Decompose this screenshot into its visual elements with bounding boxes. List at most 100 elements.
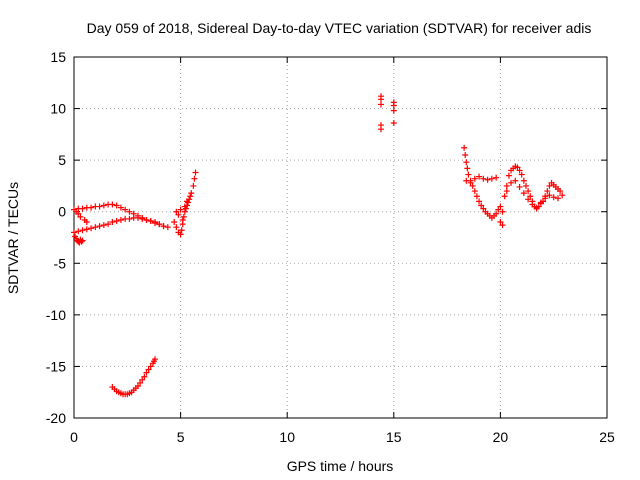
- data-point: [497, 219, 504, 226]
- data-point: [134, 214, 141, 221]
- data-point: [542, 195, 549, 202]
- data-point: [522, 182, 529, 189]
- data-point: [473, 193, 480, 200]
- x-tick-label: 25: [599, 429, 615, 445]
- data-point: [79, 237, 86, 244]
- data-point: [378, 101, 385, 108]
- chart-title: Day 059 of 2018, Sidereal Day-to-day VTE…: [87, 20, 592, 36]
- data-point: [122, 206, 129, 213]
- data-point: [544, 188, 551, 195]
- data-point: [529, 201, 536, 208]
- data-point: [139, 376, 146, 383]
- data-point: [525, 196, 532, 203]
- data-point: [109, 219, 116, 226]
- series-7: [463, 173, 506, 229]
- x-axis-label: GPS time / hours: [287, 458, 394, 474]
- data-point: [390, 120, 397, 127]
- data-point: [493, 174, 500, 181]
- y-tick-label: 15: [50, 49, 66, 65]
- data-point: [488, 175, 495, 182]
- series-1: [71, 214, 171, 236]
- data-point: [516, 167, 523, 174]
- y-axis-label: SDTVAR / TECUs: [5, 182, 21, 294]
- series-6: [461, 144, 502, 221]
- data-point: [173, 224, 180, 231]
- data-point: [147, 217, 154, 224]
- y-tick-label: 0: [58, 204, 66, 220]
- y-tick-label: -5: [54, 255, 67, 271]
- data-point: [378, 96, 385, 103]
- data-point: [546, 182, 553, 189]
- data-point: [71, 229, 77, 236]
- data-point: [516, 183, 523, 190]
- data-point: [463, 177, 470, 184]
- data-point: [187, 193, 194, 200]
- data-point: [390, 102, 397, 109]
- data-point: [139, 215, 146, 222]
- series-0: [71, 201, 167, 230]
- axis-ticks: 0 5 10 15 20 25 -20 -15 -10 -5 0 5 10 15: [46, 49, 615, 445]
- data-point: [533, 204, 540, 211]
- data-point: [75, 228, 82, 235]
- data-point: [179, 216, 186, 223]
- data-point: [88, 204, 95, 211]
- data-point: [156, 221, 163, 228]
- data-point: [469, 182, 476, 189]
- data-point: [152, 356, 159, 363]
- data-point: [109, 201, 116, 208]
- data-point: [83, 219, 90, 226]
- data-point: [476, 198, 483, 205]
- data-point: [463, 159, 470, 166]
- data-point: [390, 107, 397, 114]
- data-point: [117, 216, 124, 223]
- data-point: [493, 210, 500, 217]
- data-point: [77, 213, 84, 220]
- series-3: [109, 356, 159, 398]
- grid: [74, 57, 607, 418]
- data-point: [126, 215, 133, 222]
- data-point: [499, 208, 506, 215]
- data-point: [188, 190, 195, 197]
- data-point: [134, 383, 141, 390]
- data-point: [512, 177, 519, 184]
- series-5: [378, 93, 397, 133]
- data-point: [484, 176, 491, 183]
- data-point: [503, 182, 510, 189]
- x-tick-label: 5: [177, 429, 185, 445]
- data-point: [190, 182, 197, 189]
- data-point: [177, 231, 184, 238]
- data-point: [178, 227, 185, 234]
- data-point: [181, 208, 188, 215]
- data-point: [92, 224, 99, 231]
- y-tick-label: -20: [46, 410, 66, 426]
- data-point: [113, 202, 120, 209]
- y-tick-label: -10: [46, 307, 66, 323]
- data-point: [78, 238, 85, 245]
- data-point: [557, 188, 564, 195]
- y-tick-label: 5: [58, 152, 66, 168]
- data-point: [79, 227, 86, 234]
- series-2: [72, 208, 90, 246]
- data-point: [75, 210, 82, 217]
- data-point: [525, 188, 532, 195]
- data-point: [152, 220, 159, 227]
- data-point: [550, 194, 557, 201]
- data-point: [467, 179, 474, 186]
- data-point: [117, 204, 124, 211]
- y-tick-label: 10: [50, 101, 66, 117]
- data-point: [145, 366, 152, 373]
- data-point: [160, 223, 167, 230]
- data-point: [141, 373, 148, 380]
- data-point: [514, 164, 521, 171]
- data-point: [518, 171, 525, 178]
- data-point: [520, 190, 527, 197]
- plot-frame: [73, 56, 608, 419]
- data-point: [471, 175, 478, 182]
- data-point: [462, 151, 469, 158]
- data-point: [465, 171, 472, 178]
- data-point: [185, 199, 192, 206]
- series-9: [503, 177, 561, 211]
- x-tick-label: 20: [493, 429, 509, 445]
- data-point: [527, 193, 534, 200]
